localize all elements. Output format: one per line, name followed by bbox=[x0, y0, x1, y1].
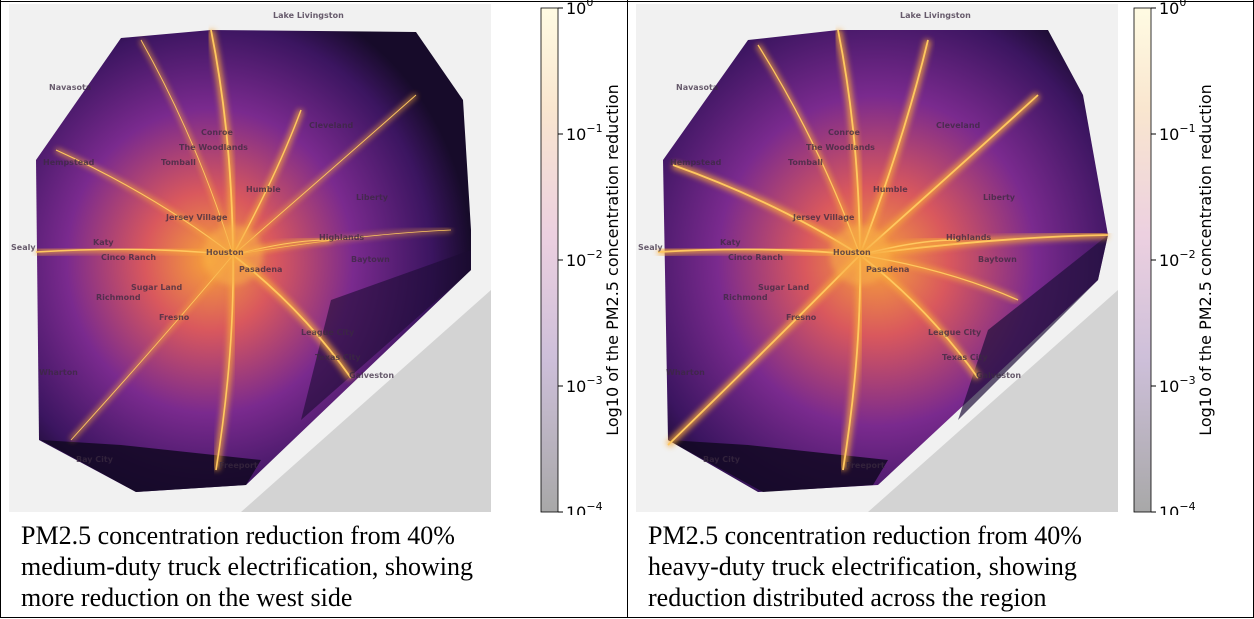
map-label: Fresno bbox=[159, 313, 190, 322]
map-label: Liberty bbox=[356, 193, 389, 202]
map-label: Houston bbox=[206, 248, 244, 257]
map-label: Richmond bbox=[96, 293, 141, 302]
tick-base: 10 bbox=[566, 125, 586, 144]
colorbar-tick-label: 10−3 bbox=[566, 374, 603, 396]
colorbar-tick-label: 10−1 bbox=[566, 122, 603, 144]
map-label: Bay City bbox=[703, 455, 741, 464]
panel-cell: Navasota Lake Livingston Conroe Cleveland Th… bbox=[627, 0, 1254, 618]
map-label: Wharton bbox=[39, 368, 78, 377]
map-label: Hempstead bbox=[43, 158, 95, 167]
map-label: Cinco Ranch bbox=[728, 253, 783, 262]
tick-base: 10 bbox=[566, 503, 586, 515]
map-label: Highlands bbox=[319, 233, 364, 242]
map-label: Cleveland bbox=[936, 121, 981, 130]
tick-base: 10 bbox=[1159, 251, 1179, 270]
map-label: Tomball bbox=[161, 158, 196, 167]
map-panel: Navasota Lake Livingston Conroe Cleveland Th… bbox=[628, 0, 1253, 515]
map-label: Hempstead bbox=[670, 158, 722, 167]
colorbar-label: Log10 of the PM2.5 concentration reducti… bbox=[1196, 84, 1215, 436]
map-label: Katy bbox=[93, 238, 114, 247]
map-label: Sugar Land bbox=[758, 283, 810, 292]
tick-exponent: −2 bbox=[586, 248, 602, 261]
map-label: Sugar Land bbox=[131, 283, 183, 292]
colorbar bbox=[1134, 8, 1151, 512]
colorbar-tick-label: 100 bbox=[1159, 0, 1186, 18]
map-label: Conroe bbox=[828, 128, 861, 137]
map-label: Navasota bbox=[49, 83, 91, 92]
colorbar-tick-label: 10−1 bbox=[1159, 122, 1196, 144]
map-label: Sealy bbox=[638, 243, 663, 252]
tick-base: 10 bbox=[566, 251, 586, 270]
tick-base: 10 bbox=[1159, 0, 1179, 18]
map-label: Texas City bbox=[315, 353, 361, 362]
tick-base: 10 bbox=[1159, 125, 1179, 144]
colorbar-tick-label: 100 bbox=[566, 0, 593, 18]
colorbar-tick-label: 10−4 bbox=[566, 500, 603, 515]
map-label: Humble bbox=[873, 185, 908, 194]
map-label: Navasota bbox=[676, 83, 718, 92]
map-label: Baytown bbox=[978, 255, 1017, 264]
tick-exponent: −3 bbox=[1179, 374, 1195, 387]
tick-base: 10 bbox=[1159, 377, 1179, 396]
map-label: League City bbox=[301, 328, 355, 337]
caption: PM2.5 concentration reduction from 40% m… bbox=[21, 520, 521, 613]
map-label: Pasadena bbox=[239, 265, 282, 274]
panel-cell: Navasota Lake Livingston Conroe Cleveland Th… bbox=[0, 0, 627, 618]
map-label: Liberty bbox=[983, 193, 1016, 202]
map-label: Lake Livingston bbox=[273, 11, 344, 20]
map-label: Highlands bbox=[946, 233, 991, 242]
map-label: Cinco Ranch bbox=[101, 253, 156, 262]
colorbar-tick-label: 10−3 bbox=[1159, 374, 1196, 396]
tick-base: 10 bbox=[566, 377, 586, 396]
map-label: Wharton bbox=[666, 368, 705, 377]
tick-exponent: −1 bbox=[1179, 122, 1195, 135]
colorbar-tick-label: 10−4 bbox=[1159, 500, 1196, 515]
figure-table: Navasota Lake Livingston Conroe Cleveland Th… bbox=[0, 0, 1254, 619]
tick-base: 10 bbox=[1159, 503, 1179, 515]
colorbar bbox=[541, 8, 558, 512]
map-label: Richmond bbox=[723, 293, 768, 302]
map-label: Houston bbox=[833, 248, 871, 257]
map-label: Galveston bbox=[349, 371, 394, 380]
map-area: Navasota Lake Livingston Conroe Cleveland Th… bbox=[636, 4, 1118, 512]
tick-exponent: 0 bbox=[1179, 0, 1186, 9]
tick-exponent: −3 bbox=[586, 374, 602, 387]
map-label: Baytown bbox=[351, 255, 390, 264]
map-label: Fresno bbox=[786, 313, 817, 322]
map-label: Katy bbox=[720, 238, 741, 247]
map-label: Conroe bbox=[201, 128, 234, 137]
tick-exponent: −4 bbox=[1179, 500, 1195, 513]
map-label: Jersey Village bbox=[792, 213, 855, 222]
tick-exponent: 0 bbox=[586, 0, 593, 9]
map-label: Freeport bbox=[219, 461, 258, 470]
tick-exponent: −4 bbox=[586, 500, 602, 513]
map-label: Freeport bbox=[846, 461, 885, 470]
map-panel: Navasota Lake Livingston Conroe Cleveland Th… bbox=[1, 0, 626, 515]
colorbar-label: Log10 of the PM2.5 concentration reducti… bbox=[603, 84, 622, 436]
caption: PM2.5 concentration reduction from 40% h… bbox=[648, 520, 1118, 613]
map-label: The Woodlands bbox=[179, 143, 248, 152]
tick-base: 10 bbox=[566, 0, 586, 18]
colorbar-tick-label: 10−2 bbox=[566, 248, 603, 270]
map-area: Navasota Lake Livingston Conroe Cleveland Th… bbox=[9, 4, 491, 512]
map-label: Humble bbox=[246, 185, 281, 194]
map-label: Sealy bbox=[11, 243, 36, 252]
map-label: Lake Livingston bbox=[900, 11, 971, 20]
map-label: League City bbox=[928, 328, 982, 337]
tick-exponent: −1 bbox=[586, 122, 602, 135]
tick-exponent: −2 bbox=[1179, 248, 1195, 261]
map-label: The Woodlands bbox=[806, 143, 875, 152]
map-label: Tomball bbox=[788, 158, 823, 167]
map-label: Cleveland bbox=[309, 121, 354, 130]
map-label: Pasadena bbox=[866, 265, 909, 274]
map-label: Bay City bbox=[76, 455, 114, 464]
map-label: Texas City bbox=[942, 353, 988, 362]
colorbar-tick-label: 10−2 bbox=[1159, 248, 1196, 270]
map-label: Galveston bbox=[976, 371, 1021, 380]
map-label: Jersey Village bbox=[165, 213, 228, 222]
